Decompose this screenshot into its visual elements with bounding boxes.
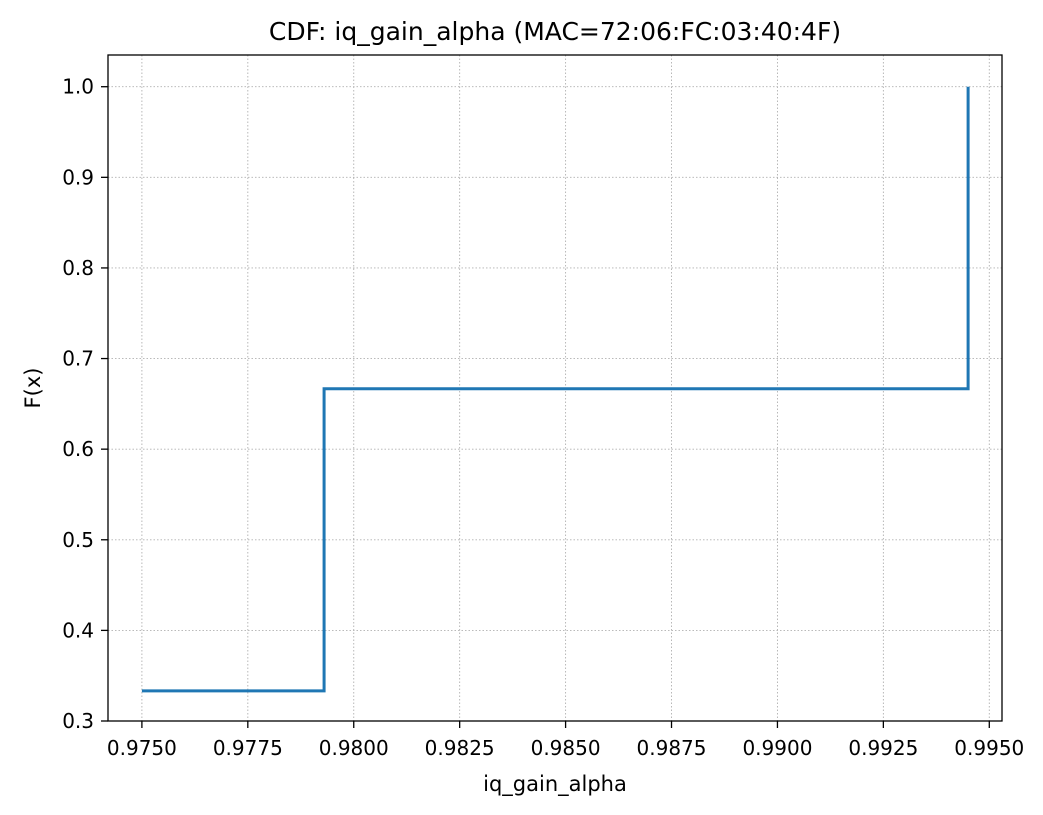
x-tick-label: 0.9825 xyxy=(425,736,495,760)
x-tick-label: 0.9775 xyxy=(213,736,283,760)
y-tick-label: 0.6 xyxy=(62,437,94,461)
y-tick-label: 1.0 xyxy=(62,75,94,99)
y-tick-label: 0.4 xyxy=(62,618,94,642)
y-tick-label: 0.3 xyxy=(62,709,94,733)
y-tick-label: 0.7 xyxy=(62,347,94,371)
x-tick-label: 0.9925 xyxy=(848,736,918,760)
x-tick-label: 0.9750 xyxy=(107,736,177,760)
chart-title: CDF: iq_gain_alpha (MAC=72:06:FC:03:40:4… xyxy=(269,17,841,46)
x-axis-label: iq_gain_alpha xyxy=(483,772,627,797)
y-tick-label: 0.8 xyxy=(62,256,94,280)
x-tick-label: 0.9900 xyxy=(742,736,812,760)
x-axis-ticks: 0.9750 0.9775 0.9800 0.9825 0.9850 0.9875 0.99… xyxy=(107,721,1024,760)
x-tick-label: 0.9950 xyxy=(954,736,1024,760)
y-tick-label: 0.9 xyxy=(62,165,94,189)
x-tick-label: 0.9850 xyxy=(531,736,601,760)
x-tick-label: 0.9800 xyxy=(319,736,389,760)
x-tick-label: 0.9875 xyxy=(637,736,707,760)
y-tick-label: 0.5 xyxy=(62,528,94,552)
series-layer xyxy=(141,86,970,693)
plot-frame xyxy=(107,54,1003,722)
y-axis-ticks: 0.3 0.4 0.5 0.6 0.7 0.8 0.9 1.0 xyxy=(62,75,108,733)
y-axis-label: F(x) xyxy=(21,368,45,409)
cdf-step-line xyxy=(141,86,970,693)
